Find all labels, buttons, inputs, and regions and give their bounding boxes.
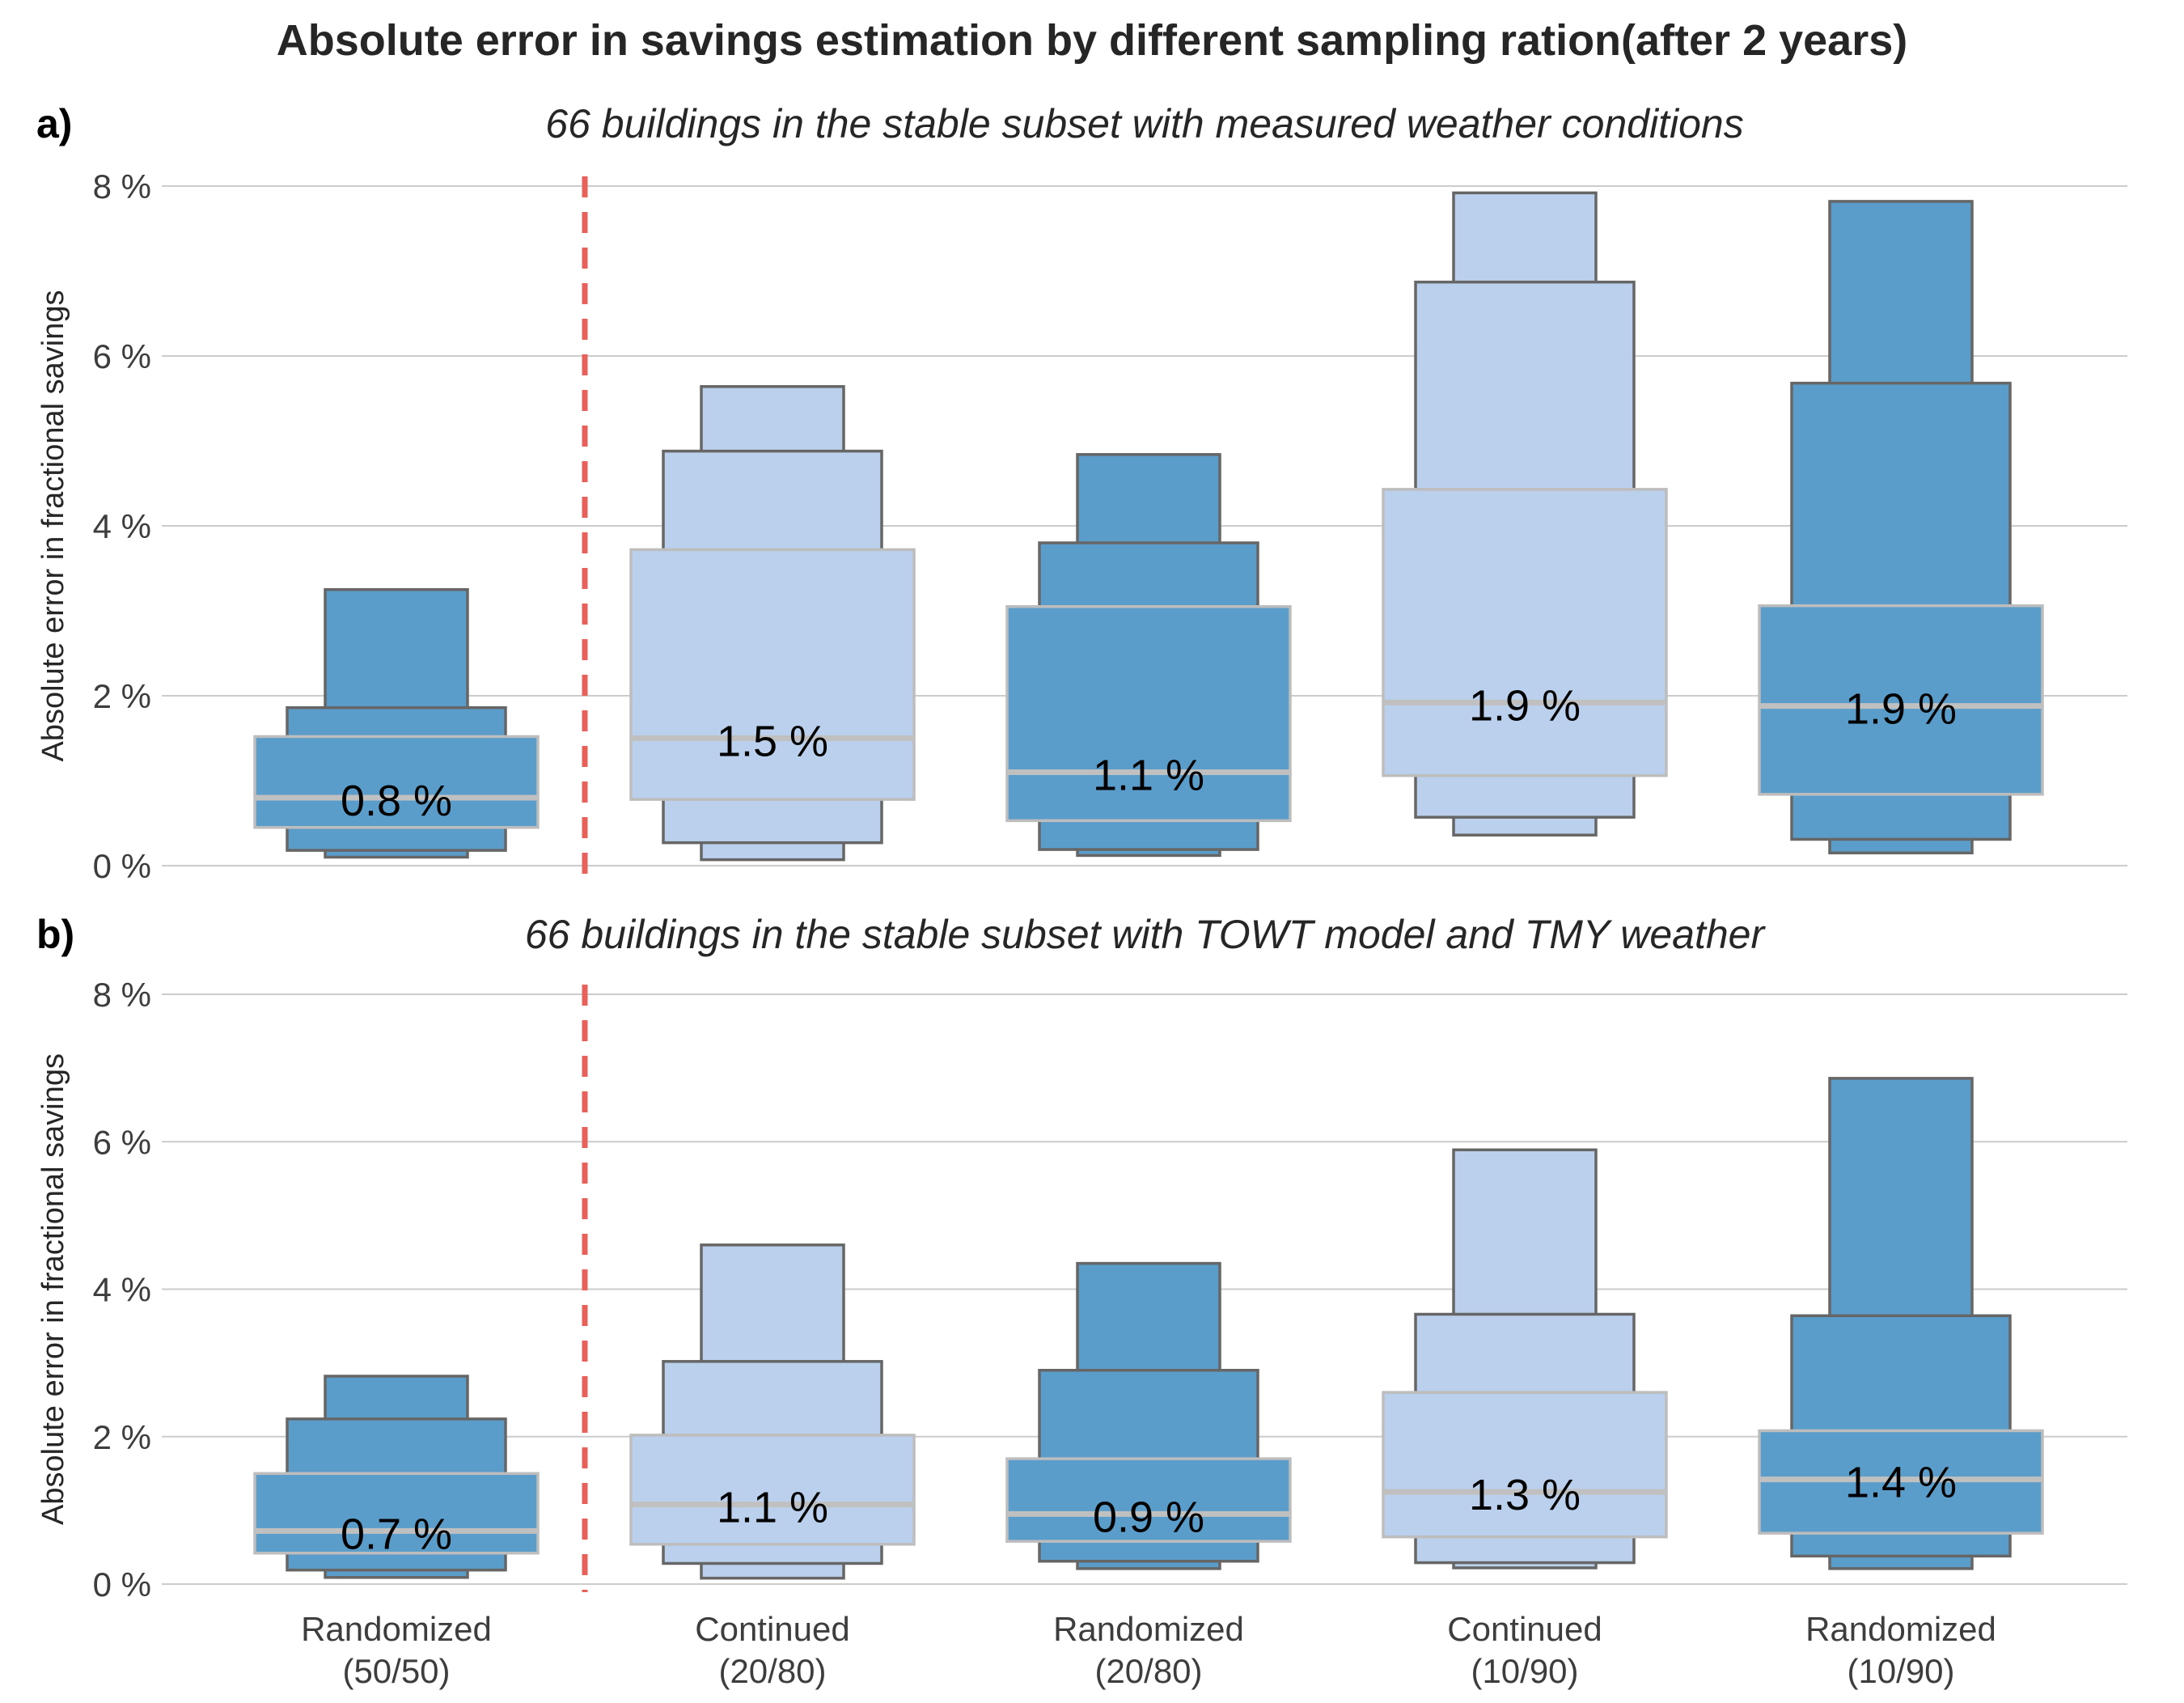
y-tick-label: 2 %	[93, 1418, 151, 1456]
y-tick-label: 0 %	[93, 847, 151, 885]
median-label: 1.1 %	[1093, 752, 1204, 800]
box-level-1	[253, 1472, 540, 1555]
x-tick-label: Randomized (20/80)	[1053, 1610, 1244, 1690]
panel-letter: b)	[36, 912, 74, 957]
box-3: 0.9 %	[1005, 1261, 1292, 1570]
x-tick-label-line: Randomized	[1053, 1610, 1244, 1648]
box-level-1	[1382, 488, 1668, 777]
y-tick-label: 0 %	[93, 1565, 151, 1603]
box-3: 1.1 %	[1005, 453, 1292, 858]
x-tick-label-line: Continued	[695, 1610, 849, 1648]
x-tick-label-line: (10/90)	[1847, 1652, 1954, 1690]
box-5: 1.9 %	[1758, 200, 2044, 854]
x-tick-label: Randomized (10/90)	[1805, 1610, 1996, 1690]
box-2: 1.5 %	[629, 385, 916, 862]
y-axis-label: Absolute error in fractional savings	[36, 1053, 70, 1525]
x-tick-label-line: (20/80)	[718, 1652, 826, 1690]
y-tick-label: 8 %	[93, 976, 151, 1014]
box-level-1	[629, 548, 916, 801]
box-5: 1.4 %	[1758, 1077, 2044, 1570]
median-label: 1.4 %	[1845, 1459, 1957, 1507]
box-1: 0.7 %	[253, 1375, 540, 1579]
median-label: 0.7 %	[341, 1510, 452, 1558]
y-tick-label: 4 %	[93, 507, 151, 545]
box-level-1	[1382, 1391, 1668, 1539]
panel-1: a) 66 buildings in the stable subset with…	[36, 101, 2127, 885]
panel-letter: a)	[36, 101, 72, 146]
chart-title: Absolute error in savings estimation by …	[277, 16, 1907, 65]
y-tick-label: 8 %	[93, 167, 151, 205]
median-label: 1.9 %	[1845, 685, 1957, 734]
median-label: 0.9 %	[1093, 1493, 1204, 1541]
y-tick-label: 4 %	[93, 1271, 151, 1309]
y-tick-label: 6 %	[93, 1123, 151, 1161]
box-level-1	[629, 1434, 916, 1546]
panel-subtitle: 66 buildings in the stable subset with m…	[545, 101, 1743, 146]
y-axis-label: Absolute error in fractional savings	[36, 290, 70, 762]
box-4: 1.3 %	[1382, 1148, 1668, 1570]
median-label: 1.1 %	[717, 1484, 828, 1532]
panel-subtitle: 66 buildings in the stable subset with T…	[525, 912, 1767, 957]
x-tick-label-line: Randomized	[301, 1610, 492, 1648]
median-label: 1.3 %	[1469, 1471, 1581, 1519]
box-2: 1.1 %	[629, 1243, 916, 1580]
x-tick-label: Continued (10/90)	[1447, 1610, 1602, 1690]
box-4: 1.9 %	[1382, 191, 1668, 837]
box-level-1	[1758, 604, 2044, 796]
box-1: 0.8 %	[253, 588, 540, 859]
panels: a) 66 buildings in the stable subset with…	[36, 101, 2127, 1690]
panel-2: b) 66 buildings in the stable subset with…	[36, 912, 2127, 1603]
median-label: 1.5 %	[717, 718, 828, 766]
box-level-1	[1005, 1457, 1292, 1543]
box-level-1	[1005, 605, 1292, 823]
median-label: 0.8 %	[341, 777, 452, 825]
box-level-1	[253, 735, 540, 829]
x-tick-label-line: Continued	[1447, 1610, 1602, 1648]
x-tick-label-line: (10/90)	[1471, 1652, 1578, 1690]
x-tick-label-line: (20/80)	[1094, 1652, 1202, 1690]
y-tick-label: 2 %	[93, 677, 151, 715]
x-tick-label-line: (50/50)	[342, 1652, 450, 1690]
x-tick-label: Randomized (50/50)	[301, 1610, 492, 1690]
x-tick-label: Continued (20/80)	[695, 1610, 849, 1690]
x-tick-label-line: Randomized	[1805, 1610, 1996, 1648]
median-label: 1.9 %	[1469, 681, 1581, 730]
y-tick-label: 6 %	[93, 337, 151, 375]
